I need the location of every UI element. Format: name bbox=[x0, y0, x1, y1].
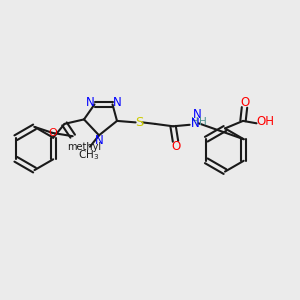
Text: methyl: methyl bbox=[68, 142, 102, 152]
Text: OH: OH bbox=[256, 115, 274, 128]
Text: O: O bbox=[48, 128, 57, 138]
Text: O: O bbox=[172, 140, 181, 153]
Text: H: H bbox=[199, 117, 206, 128]
Text: CH$_3$: CH$_3$ bbox=[78, 148, 99, 162]
Text: N: N bbox=[94, 134, 103, 147]
Text: H: H bbox=[191, 117, 199, 128]
Text: S: S bbox=[135, 116, 143, 129]
Text: N: N bbox=[190, 117, 200, 130]
Text: N: N bbox=[85, 96, 94, 110]
Text: O: O bbox=[240, 95, 249, 109]
Text: N: N bbox=[193, 108, 202, 121]
Text: N: N bbox=[112, 96, 122, 110]
